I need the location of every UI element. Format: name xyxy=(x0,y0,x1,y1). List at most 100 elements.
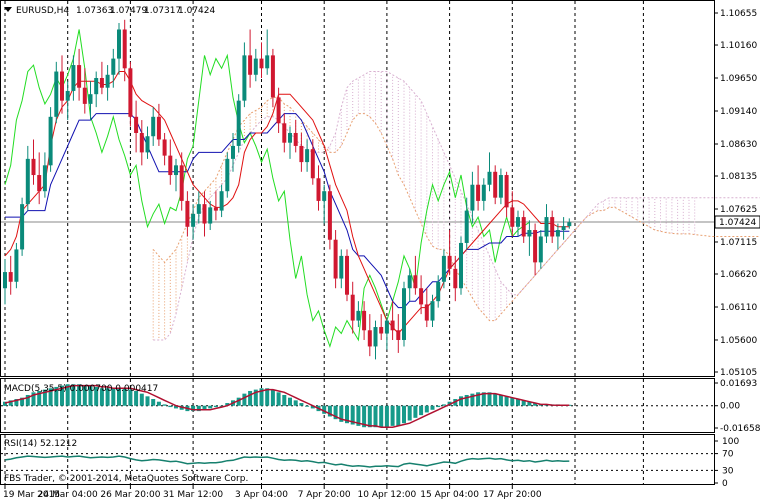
macd-histogram-bar xyxy=(225,403,230,406)
candle-body xyxy=(25,158,30,205)
vertical-grid xyxy=(1,1,714,484)
macd-histogram-bar xyxy=(413,405,418,418)
price-tick-label: 1.09650 xyxy=(720,74,757,84)
macd-histogram-bar xyxy=(299,403,304,406)
candle-body xyxy=(42,165,47,192)
candle-body xyxy=(305,149,310,163)
macd-histogram-bar xyxy=(310,405,315,409)
macd-histogram-bar xyxy=(8,400,13,406)
macd-histogram-bar xyxy=(424,405,429,413)
macd-histogram-bar xyxy=(282,394,287,406)
candle-body xyxy=(436,281,441,302)
candle-body xyxy=(82,87,87,104)
candle-body xyxy=(555,230,560,237)
macd-histogram-bar xyxy=(139,393,144,406)
candle-body xyxy=(231,145,235,159)
senkou-span-a-line xyxy=(152,96,760,322)
macd-histogram-bar xyxy=(253,389,258,406)
macd-histogram-bar xyxy=(356,405,361,426)
candle-body xyxy=(99,78,104,88)
candle-body xyxy=(470,184,475,211)
candle-body xyxy=(88,94,93,104)
candle-body xyxy=(299,145,304,163)
candle-body xyxy=(54,71,59,117)
macd-histogram-bar xyxy=(464,394,469,406)
macd-histogram-bar xyxy=(288,397,292,406)
macd-histogram-bar xyxy=(384,405,389,428)
macd-histogram-bar xyxy=(242,393,247,406)
candle-body xyxy=(356,310,361,321)
candle-body xyxy=(128,68,133,117)
price-tick-label: 1.05600 xyxy=(720,336,757,346)
candle-body xyxy=(327,191,332,240)
candle-body xyxy=(510,207,515,227)
ohlc-close: 1.07424 xyxy=(178,6,215,16)
time-tick-label: 10 Apr 12:00 xyxy=(358,490,417,500)
candle-body xyxy=(225,158,230,192)
macd-histogram-bar xyxy=(430,405,435,410)
macd-histogram-bar xyxy=(407,405,412,421)
macd-histogram-bar xyxy=(248,390,253,406)
candlesticks xyxy=(3,19,572,360)
macd-histogram-bar xyxy=(134,390,139,406)
time-tick-label: 7 Apr 20:00 xyxy=(298,490,351,500)
price-tick-label: 1.09140 xyxy=(720,107,757,117)
time-tick-label: 17 Apr 20:00 xyxy=(483,490,542,500)
macd-histogram-bar xyxy=(487,392,492,406)
rsi-pane[interactable] xyxy=(0,434,715,485)
candle-body xyxy=(419,288,424,305)
candle-body xyxy=(333,239,338,279)
macd-histogram-bar xyxy=(162,404,167,406)
candle-body xyxy=(236,100,241,146)
macd-histogram-bar xyxy=(151,399,156,406)
candle-body xyxy=(538,236,543,263)
senkou-span-b-line xyxy=(153,71,760,341)
macd-histogram-bar xyxy=(493,393,498,406)
time-tick-label: 31 Mar 12:00 xyxy=(163,490,223,500)
candle-body xyxy=(265,55,270,69)
macd-histogram-bar xyxy=(117,388,121,406)
candle-body xyxy=(156,116,161,140)
candle-body xyxy=(174,165,178,176)
macd-histogram-bar xyxy=(327,405,332,417)
macd-axis-label: 0.00 xyxy=(720,402,740,412)
macd-histogram-bar xyxy=(367,405,372,428)
macd-histogram-bar xyxy=(305,405,310,407)
macd-histogram-bar xyxy=(196,405,201,412)
macd-histogram-bar xyxy=(25,394,30,406)
chart-menu-triangle-icon[interactable] xyxy=(4,7,12,12)
candle-body xyxy=(191,213,196,227)
macd-histogram-bar xyxy=(94,386,99,406)
macd-histogram-bar xyxy=(276,392,281,406)
candle-body xyxy=(516,217,520,227)
candle-body xyxy=(345,255,349,295)
macd-signal-line xyxy=(4,384,570,428)
macd-histogram-bar xyxy=(265,388,270,406)
candle-body xyxy=(487,171,492,185)
rsi-indicator: 100 70 30 0 xyxy=(1,437,739,489)
macd-histogram-bar xyxy=(236,397,241,406)
candle-body xyxy=(350,294,355,321)
candle-body xyxy=(390,320,395,331)
tenkan-sen-line xyxy=(4,71,570,335)
candle-body xyxy=(396,330,401,340)
rsi-line xyxy=(4,455,570,468)
candle-body xyxy=(521,217,526,237)
macd-histogram-bar xyxy=(122,388,127,406)
macd-histogram-bar xyxy=(470,393,475,406)
macd-histogram-bar xyxy=(208,405,213,409)
candle-body xyxy=(8,272,13,282)
candle-body xyxy=(282,123,287,143)
macd-histogram-bar xyxy=(31,392,36,406)
macd-histogram-bar xyxy=(37,390,42,406)
candle-body xyxy=(117,29,121,59)
candle-body xyxy=(94,78,99,95)
candle-body xyxy=(3,272,7,289)
macd-histogram-bar xyxy=(270,389,275,406)
current-price-label: 1.07424 xyxy=(719,218,756,228)
macd-histogram-bar xyxy=(498,394,503,406)
candle-body xyxy=(60,71,64,101)
candle-body xyxy=(270,55,275,98)
